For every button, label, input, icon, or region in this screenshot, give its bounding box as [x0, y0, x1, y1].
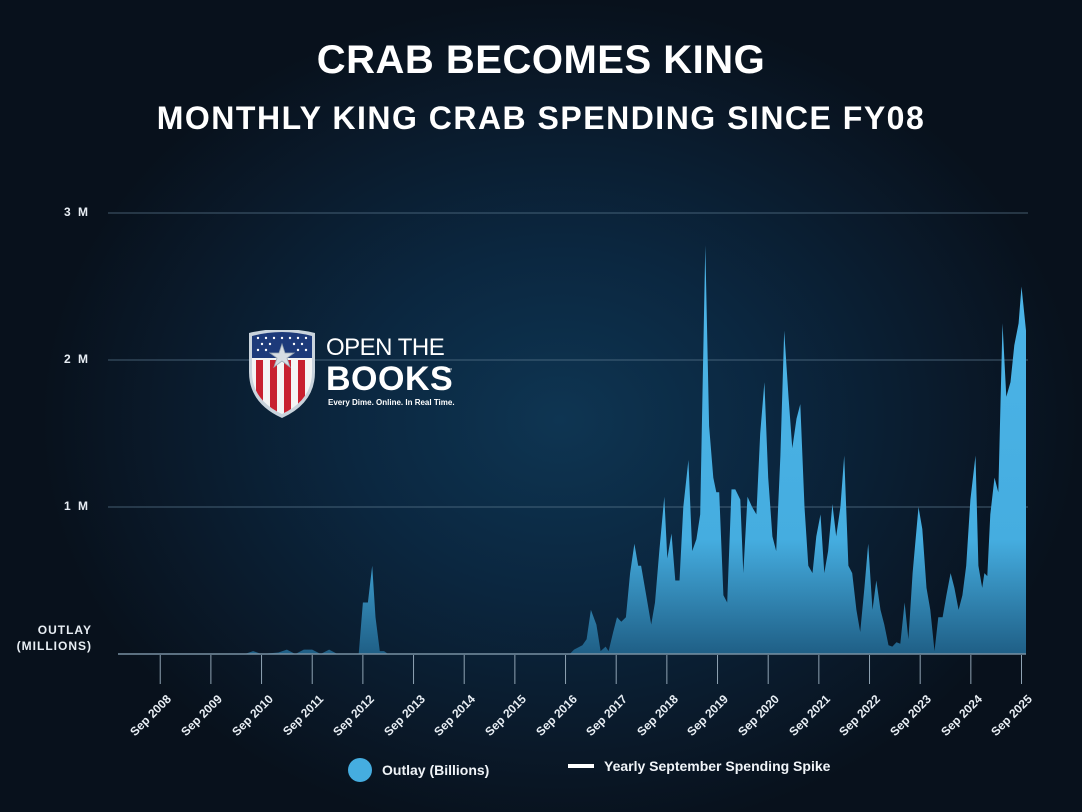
chart-legend: Outlay (Billions) Yearly September Spend… — [0, 758, 1082, 784]
legend-item-outlay: Outlay (Billions) — [348, 758, 489, 782]
logo-line1: OPEN THE — [326, 334, 445, 361]
legend-label-outlay: Outlay (Billions) — [382, 762, 490, 778]
logo-line2: BOOKS — [326, 360, 454, 398]
chart-title: CRAB BECOMES KING — [316, 38, 766, 82]
legend-item-september-spike: Yearly September Spending Spike — [568, 758, 830, 774]
y-tick-label: 1 M — [63, 499, 90, 513]
x-axis-ticks — [159, 655, 1023, 684]
shield-flag-icon — [249, 330, 315, 418]
y-axis-title: OUTLAY (MILLIONS) — [16, 623, 92, 653]
circle-marker-icon — [348, 758, 372, 782]
line-marker-icon — [568, 764, 594, 768]
open-the-books-logo: OPEN THE BOOKS ™ Every Dime. Online. In … — [246, 330, 466, 420]
legend-label-september-spike: Yearly September Spending Spike — [604, 758, 831, 774]
y-tick-label: 2 M — [63, 352, 90, 366]
logo-trademark: ™ — [446, 368, 452, 374]
y-tick-label: 3 M — [63, 205, 90, 219]
outlay-area-series — [118, 245, 1026, 655]
logo-tagline: Every Dime. Online. In Real Time. — [328, 398, 455, 407]
chart-subtitle: MONTHLY KING CRAB SPENDING SINCE FY08 — [156, 100, 926, 136]
